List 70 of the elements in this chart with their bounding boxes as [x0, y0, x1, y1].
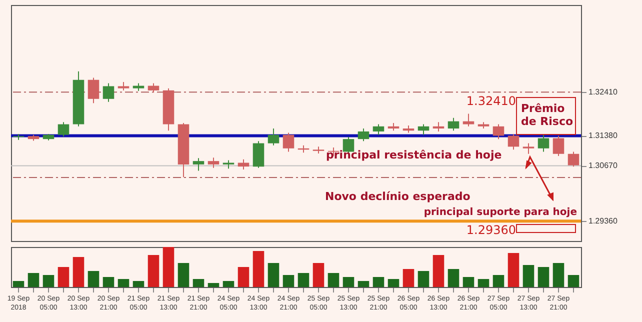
- bar: [328, 273, 340, 287]
- candlestick: [208, 157, 220, 168]
- ref-line-label: 1.32410: [466, 94, 516, 108]
- bar: [208, 283, 220, 287]
- candlestick: [568, 151, 580, 168]
- bar: [252, 251, 264, 287]
- bar: [508, 253, 520, 287]
- bar: [238, 267, 250, 287]
- bar: [342, 277, 354, 287]
- bar: [298, 273, 310, 287]
- bar: [72, 257, 84, 287]
- candlestick: [252, 140, 264, 168]
- bar: [282, 275, 294, 287]
- bar: [148, 255, 160, 287]
- candlestick: [522, 142, 534, 154]
- bar: [432, 255, 444, 287]
- bar: [312, 263, 324, 287]
- y-tick-label: 1.31380: [588, 131, 618, 140]
- bar: [552, 263, 564, 287]
- candlestick: [58, 122, 70, 138]
- y-tick-label: 1.30670: [588, 161, 618, 170]
- bar: [132, 281, 144, 287]
- bar: [58, 267, 70, 287]
- bar: [448, 269, 460, 287]
- candlestick: [282, 132, 294, 152]
- ref-line-label: principal resistência de hoje: [326, 148, 502, 162]
- candlestick: [88, 77, 100, 104]
- bar: [102, 277, 114, 287]
- candlestick: [148, 82, 160, 94]
- bar: [118, 279, 130, 287]
- bar: [178, 263, 190, 287]
- bar: [268, 263, 280, 287]
- annotation: Prêmio de Risco: [521, 102, 574, 128]
- candlestick: [372, 124, 384, 136]
- candlestick: [358, 128, 370, 142]
- y-tick-label: 1.29360: [588, 216, 618, 226]
- bar: [492, 275, 504, 287]
- candlestick: [192, 158, 204, 172]
- candlestick: [538, 134, 550, 152]
- bar: [478, 279, 490, 287]
- bar: [28, 273, 40, 287]
- candlestick: [492, 124, 504, 140]
- bar: [568, 275, 580, 287]
- bar: [402, 269, 414, 287]
- bar: [538, 267, 550, 287]
- bar: [372, 277, 384, 287]
- annotation: principal suporte para hoje: [424, 207, 578, 218]
- annotation: Novo declínio esperado: [325, 190, 470, 203]
- candlestick: [238, 158, 250, 170]
- bar: [162, 247, 174, 287]
- ref-line-label: 1.29360: [466, 223, 516, 238]
- candlestick: [268, 128, 280, 146]
- candlestick: [448, 117, 460, 132]
- candlestick: [102, 82, 114, 102]
- candlestick: [462, 113, 474, 127]
- bar: [192, 279, 204, 287]
- candlestick: [418, 124, 430, 136]
- bar: [88, 271, 100, 287]
- bar: [222, 281, 234, 287]
- bar: [358, 281, 370, 287]
- y-tick-label: 1.32410: [588, 88, 618, 97]
- bar: [12, 281, 24, 287]
- bar: [388, 279, 400, 287]
- candlestick: [508, 133, 520, 150]
- candlestick: [432, 122, 444, 132]
- candlestick: [552, 135, 564, 156]
- bar: [462, 277, 474, 287]
- bar: [418, 271, 430, 287]
- bar: [522, 265, 534, 287]
- bar: [42, 275, 54, 287]
